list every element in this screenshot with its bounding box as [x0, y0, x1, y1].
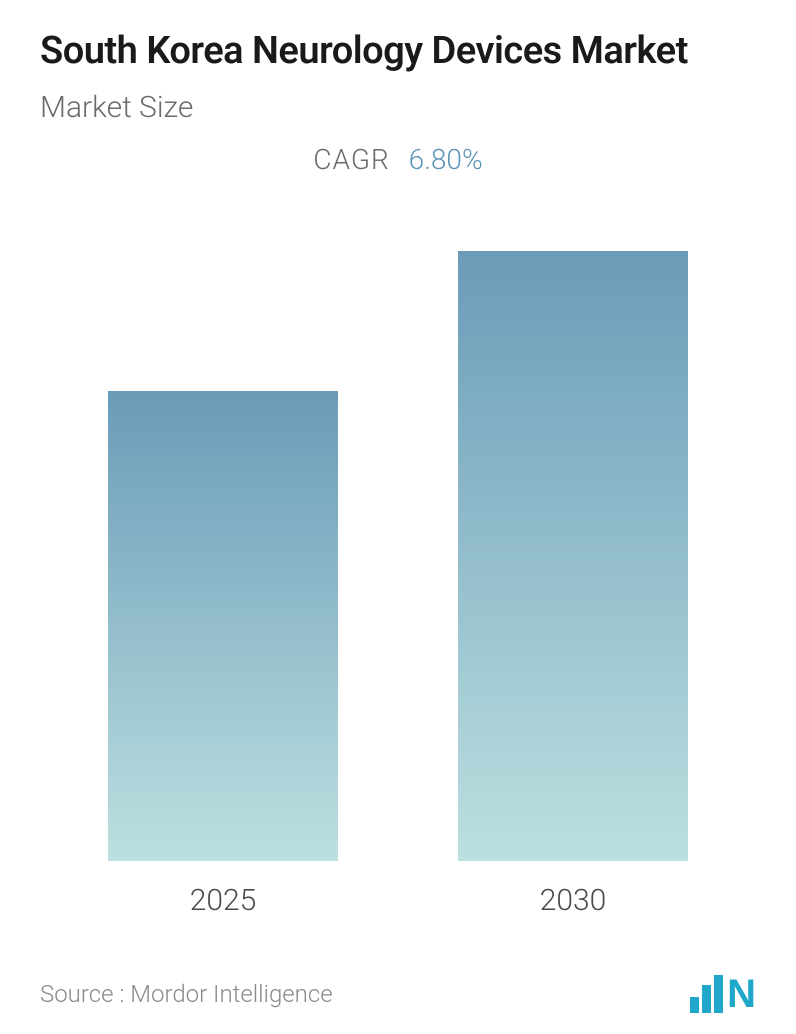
chart-subtitle: Market Size [40, 90, 756, 125]
bar-group-2025: 2025 [108, 391, 338, 918]
bar-2030 [458, 251, 688, 861]
bar-label-2030: 2030 [540, 883, 607, 918]
cagr-label: CAGR [313, 143, 389, 176]
chart-container: South Korea Neurology Devices Market Mar… [0, 0, 796, 1034]
chart-title: South Korea Neurology Devices Market [40, 28, 756, 76]
logo-letter: N [727, 974, 756, 1014]
cagr-row: CAGR 6.80% [40, 143, 756, 176]
brand-logo: N [690, 974, 756, 1014]
bar-group-2030: 2030 [458, 251, 688, 918]
source-text: Source : Mordor Intelligence [40, 980, 333, 1008]
logo-bars-icon [690, 975, 723, 1013]
bar-label-2025: 2025 [190, 883, 257, 918]
bar-2025 [108, 391, 338, 861]
footer: Source : Mordor Intelligence N [40, 968, 756, 1014]
chart-area: 2025 2030 [40, 216, 756, 939]
cagr-value: 6.80% [409, 143, 483, 176]
